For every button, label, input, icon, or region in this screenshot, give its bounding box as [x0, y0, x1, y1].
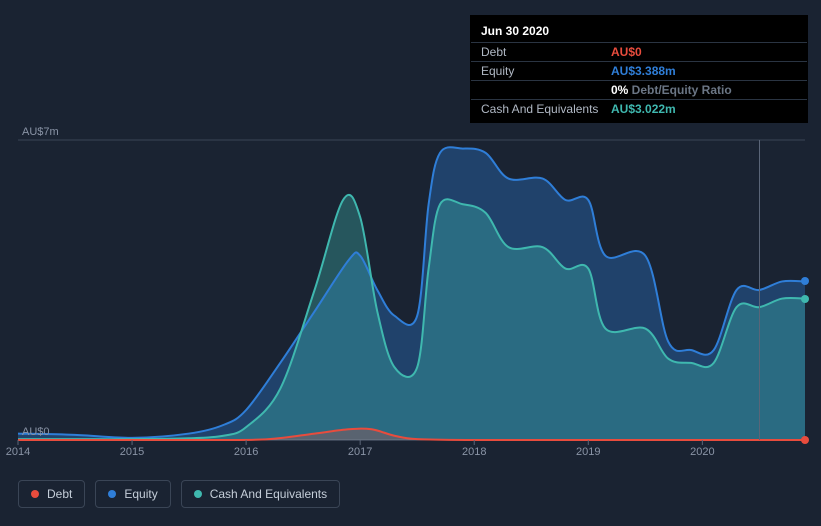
tooltip-row-label: Equity [481, 64, 611, 78]
legend-item[interactable]: Debt [18, 480, 85, 508]
chart-tooltip: Jun 30 2020 DebtAU$0EquityAU$3.388m0% De… [470, 15, 808, 123]
x-tick-label: 2015 [120, 446, 144, 458]
x-tick-label: 2018 [462, 446, 486, 458]
legend-swatch [31, 490, 39, 498]
series-end-dot [801, 295, 809, 303]
financial-chart: Jun 30 2020 DebtAU$0EquityAU$3.388m0% De… [0, 0, 821, 526]
tooltip-date: Jun 30 2020 [471, 20, 807, 42]
x-tick-label: 2020 [690, 446, 714, 458]
tooltip-row-value: AU$3.022m [611, 102, 676, 116]
series-end-dot [801, 277, 809, 285]
tooltip-row: DebtAU$0 [471, 42, 807, 61]
chart-legend: Debt Equity Cash And Equivalents [18, 480, 340, 508]
legend-item[interactable]: Cash And Equivalents [181, 480, 340, 508]
legend-label: Cash And Equivalents [210, 487, 327, 501]
legend-swatch [194, 490, 202, 498]
x-tick-label: 2016 [234, 446, 258, 458]
tooltip-row-value: AU$3.388m [611, 64, 676, 78]
legend-label: Equity [124, 487, 157, 501]
x-tick-label: 2017 [348, 446, 372, 458]
x-tick-label: 2019 [576, 446, 600, 458]
tooltip-row-label [481, 83, 611, 97]
legend-label: Debt [47, 487, 72, 501]
tooltip-row: EquityAU$3.388m [471, 61, 807, 80]
x-tick-label: 2014 [6, 446, 30, 458]
tooltip-row-suffix: Debt/Equity Ratio [628, 83, 731, 97]
tooltip-row-label: Cash And Equivalents [481, 102, 611, 116]
series-end-dot [801, 436, 809, 444]
tooltip-row: Cash And EquivalentsAU$3.022m [471, 99, 807, 118]
tooltip-row-value: AU$0 [611, 45, 642, 59]
legend-swatch [108, 490, 116, 498]
tooltip-row-value: 0% Debt/Equity Ratio [611, 83, 732, 97]
hover-indicator [759, 140, 760, 440]
y-tick-label: AU$7m [22, 126, 59, 138]
y-tick-label: AU$0 [22, 426, 50, 438]
tooltip-row: 0% Debt/Equity Ratio [471, 80, 807, 99]
legend-item[interactable]: Equity [95, 480, 170, 508]
area-cash [18, 195, 805, 440]
tooltip-row-label: Debt [481, 45, 611, 59]
